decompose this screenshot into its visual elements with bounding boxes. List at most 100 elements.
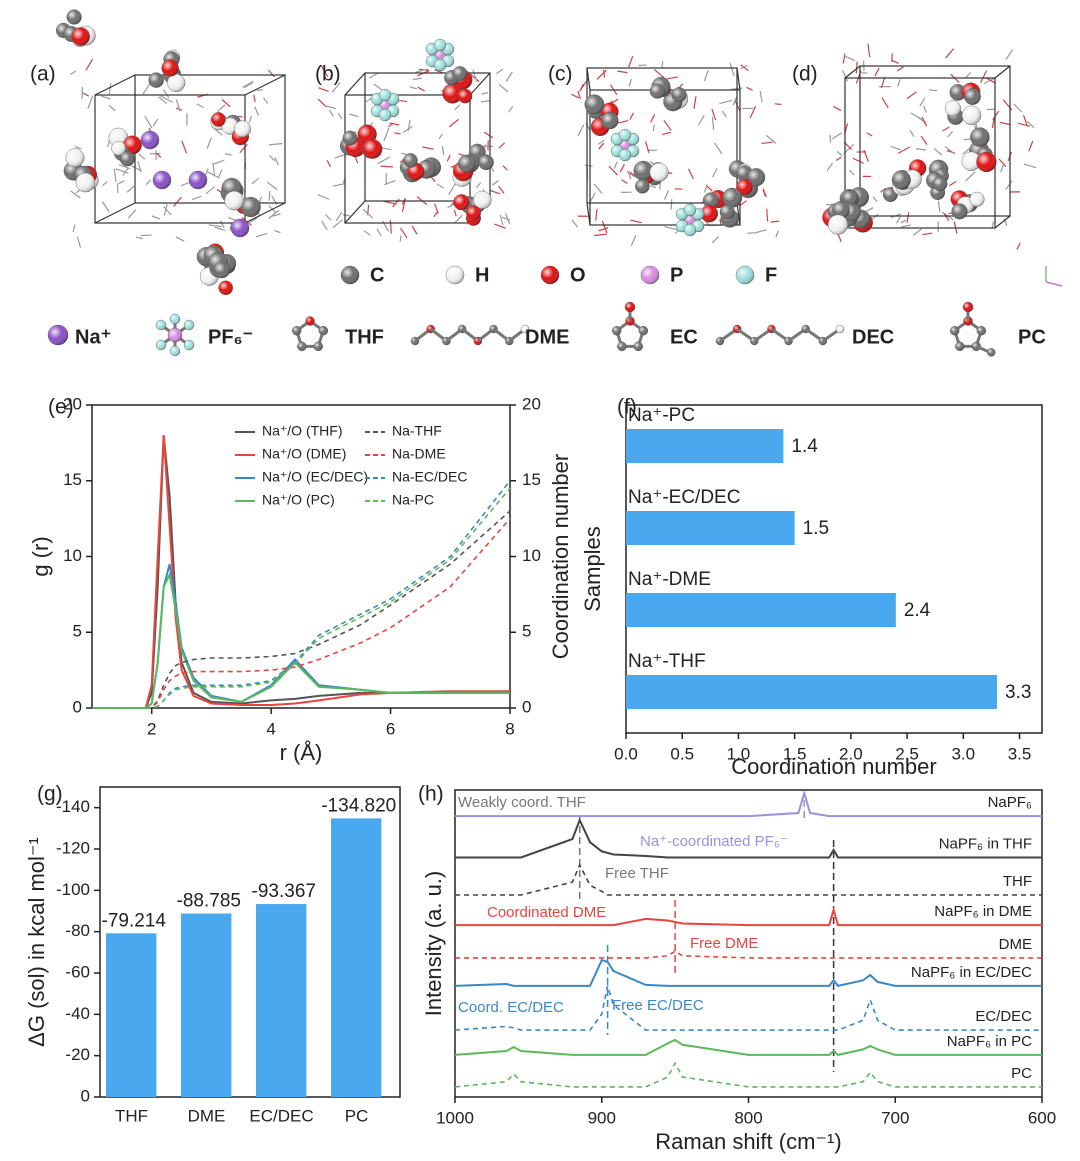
bond (711, 108, 717, 121)
atom-shade (584, 94, 605, 115)
value-label: -134.820 (321, 795, 396, 816)
bond (962, 148, 971, 155)
bond (770, 220, 780, 223)
bond (342, 213, 351, 217)
bond (912, 228, 922, 237)
bond (753, 229, 767, 234)
atom-shade (156, 340, 166, 350)
atom-shade (961, 151, 981, 171)
bond (383, 127, 390, 142)
series-line (455, 789, 1042, 818)
bond (491, 180, 499, 186)
x-tick-label: 0.0 (614, 744, 638, 763)
atom-shade (75, 172, 95, 193)
bond (268, 142, 283, 146)
atom-shade (638, 326, 648, 336)
atom-shade (442, 83, 463, 104)
series-label: NaPF₆ in PC (947, 1033, 1032, 1050)
legend-label: Na-PC (392, 492, 434, 508)
bond (626, 170, 632, 180)
bond (248, 115, 253, 123)
bond (601, 220, 608, 234)
bond (255, 232, 268, 238)
bond (915, 148, 927, 151)
bond (650, 114, 656, 123)
bond (449, 118, 459, 128)
bond (928, 89, 938, 92)
atom-shade (736, 266, 754, 284)
y-tick-label: 0 (73, 697, 82, 716)
bond (652, 124, 655, 132)
bond (496, 68, 504, 74)
bond (948, 180, 957, 187)
bond (832, 105, 842, 112)
bond (992, 110, 1000, 121)
atom-shade (458, 154, 476, 173)
bond (362, 208, 374, 219)
bond (866, 132, 873, 137)
bond (964, 72, 972, 79)
bond (630, 219, 642, 224)
annotation: Weakly coord. THF (458, 794, 586, 811)
bond (241, 216, 252, 226)
bond (412, 77, 422, 81)
atom-shade (601, 112, 619, 129)
molecule-legend-label: DME (525, 326, 569, 348)
bond (263, 97, 269, 104)
atom-shade (955, 341, 965, 351)
bond (229, 222, 233, 231)
atom-shade (619, 149, 631, 161)
bond (703, 184, 708, 193)
x-tick-label: 2 (147, 719, 156, 738)
bond (613, 161, 618, 169)
bond (434, 69, 443, 74)
atom-legend-label: H (475, 264, 489, 286)
bond (218, 104, 226, 111)
atom-shade (292, 326, 302, 336)
bond (577, 124, 585, 136)
cell-edge (94, 202, 136, 224)
annotation: Free THF (605, 865, 669, 882)
y-tick-label: -40 (65, 1004, 90, 1023)
atom-shade (148, 72, 164, 88)
bond (430, 176, 436, 183)
series-label: NaPF₆ in EC/DEC (911, 964, 1032, 981)
panel-label: (g) (37, 783, 63, 806)
bond (268, 155, 276, 162)
bond (855, 61, 858, 74)
bond (325, 214, 332, 221)
bond (113, 168, 117, 183)
bond (687, 168, 694, 180)
bond (1005, 180, 1013, 190)
cell-edge (586, 67, 591, 91)
value-label: -93.367 (252, 881, 316, 902)
bond (163, 206, 172, 216)
atom-shade (976, 326, 986, 336)
y-tick-label: -20 (65, 1045, 90, 1064)
axis-title: Samples (580, 526, 605, 612)
atom-shade (168, 328, 182, 342)
bar (626, 675, 998, 709)
bond (218, 169, 223, 178)
atom-shade (684, 204, 696, 216)
bond (603, 69, 606, 78)
bond (438, 133, 444, 140)
axis-title: ΔG (sol) in kcal mol⁻¹ (24, 837, 49, 1047)
y2-tick-label: 10 (522, 546, 541, 565)
bond (82, 92, 90, 97)
x-tick-label: 900 (588, 1108, 616, 1127)
bond (415, 68, 429, 73)
bond (654, 69, 665, 79)
atom-shade (945, 100, 961, 117)
bond (227, 216, 237, 221)
atom-shade (341, 266, 359, 284)
bond (448, 186, 454, 195)
series-line (455, 817, 1042, 859)
y2-tick-label: 20 (522, 394, 541, 413)
bond (219, 220, 225, 228)
bond (663, 119, 672, 131)
bond (175, 99, 181, 112)
atom-shade (964, 88, 981, 105)
bond (584, 164, 593, 167)
bond (897, 146, 910, 154)
